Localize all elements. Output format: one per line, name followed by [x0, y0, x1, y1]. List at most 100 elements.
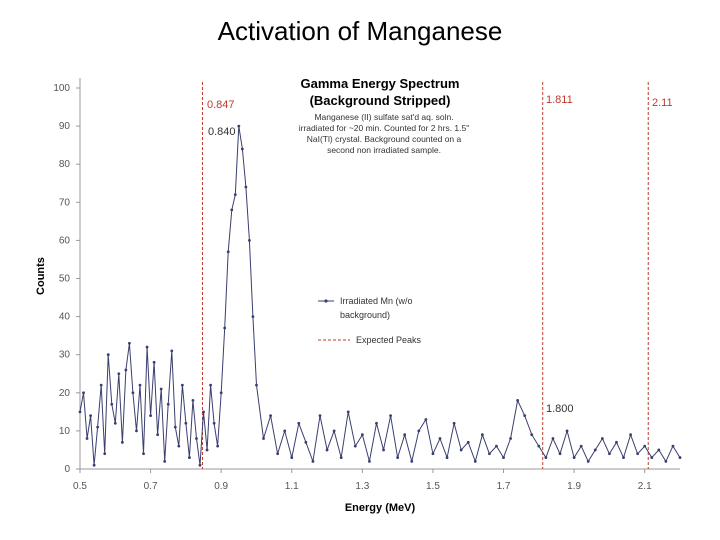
spectrum-point	[346, 410, 350, 414]
spectrum-point	[544, 456, 548, 459]
spectrum-point	[209, 383, 212, 387]
spectrum-point	[375, 421, 378, 425]
chart-axes: 0 10 20 30 40 50 60 70 80 90 100 0.5 0.7 0.9 1.1 1.3 1.5…	[53, 78, 680, 492]
spectrum-point	[318, 414, 322, 418]
spectrum-point	[85, 437, 89, 440]
spectrum-point	[149, 414, 152, 418]
spectrum-point	[212, 421, 216, 425]
spectrum-point	[403, 433, 407, 437]
spectrum-point	[339, 456, 343, 459]
peak-label-211: 2.11	[652, 97, 673, 109]
chart-description-line-2: irradiated for ~20 min. Counted for 2 hr…	[299, 123, 470, 133]
spectrum-point	[304, 440, 308, 444]
spectrum-point	[276, 452, 280, 456]
spectrum-point	[240, 147, 244, 151]
spectrum-point	[99, 383, 103, 387]
spectrum-point	[473, 459, 477, 463]
spectrum-point	[191, 399, 195, 402]
spectrum-point	[523, 414, 527, 418]
spectrum-point	[78, 410, 82, 414]
spectrum-point	[629, 433, 632, 437]
spectrum-point	[128, 341, 131, 345]
y-tick-label: 90	[59, 121, 71, 132]
spectrum-point	[593, 448, 597, 452]
legend-label-series-1: Irradiated Mn (w/o	[340, 296, 413, 306]
peak-label-0847: 0.847	[207, 99, 235, 111]
spectrum-point	[152, 360, 156, 364]
x-tick-label: 0.5	[73, 481, 87, 492]
spectrum-point	[502, 456, 505, 459]
legend-label-series-2: background)	[340, 310, 390, 320]
spectrum-point	[89, 414, 92, 418]
spectrum-point	[495, 444, 498, 448]
x-tick-label: 2.1	[638, 481, 652, 492]
spectrum-point	[445, 456, 449, 459]
spectrum-point	[135, 429, 138, 433]
spectrum-point	[195, 437, 198, 440]
spectrum-point	[163, 459, 167, 463]
spectrum-point	[488, 452, 491, 456]
spectrum-point	[360, 433, 364, 437]
spectrum-point	[608, 452, 611, 456]
spectrum-point	[184, 421, 188, 425]
spectrum-point	[290, 456, 294, 459]
x-tick-label: 1.9	[567, 481, 581, 492]
spectrum-point	[297, 421, 301, 425]
peak-label-0840: 0.840	[208, 126, 236, 138]
spectrum-point	[615, 440, 618, 444]
legend-label-peaks: Expected Peaks	[356, 335, 422, 345]
spectrum-point	[678, 456, 682, 459]
spectrum-point	[424, 418, 428, 421]
x-tick-label: 1.1	[285, 481, 299, 492]
spectrum-point	[636, 452, 640, 456]
spectrum-point	[643, 444, 647, 448]
chart-description-line-4: second non irradiated sample.	[327, 145, 441, 155]
spectrum-point	[509, 437, 512, 440]
spectrum-point	[410, 459, 414, 463]
spectrum-point	[219, 391, 223, 395]
peak-label-1811: 1.811	[546, 94, 573, 106]
spectrum-point	[223, 326, 227, 330]
x-tick-label: 1.3	[355, 481, 369, 492]
spectrum-point	[382, 448, 385, 452]
spectrum-point	[142, 452, 145, 456]
y-tick-label: 60	[59, 235, 71, 246]
spectrum-point	[230, 208, 234, 212]
spectrum-point	[572, 456, 576, 459]
x-tick-label: 1.7	[497, 481, 511, 492]
chart-description-line-3: NaI(Tl) crystal. Background counted on a	[307, 134, 462, 144]
spectrum-point	[248, 239, 251, 242]
y-axis-label: Counts	[35, 257, 47, 295]
spectrum-point	[438, 437, 442, 440]
spectrum-point	[202, 410, 205, 414]
spectrum-point	[198, 463, 202, 467]
y-tick-label: 10	[59, 426, 71, 437]
spectrum-point	[579, 444, 583, 448]
y-tick-label: 100	[53, 83, 70, 94]
spectrum-point	[396, 456, 400, 459]
spectrum-point	[205, 448, 209, 452]
spectrum-point	[124, 368, 128, 372]
spectrum-point	[622, 456, 625, 459]
spectrum-point	[177, 444, 181, 448]
spectrum-point	[159, 387, 163, 391]
spectrum-point	[325, 448, 329, 452]
spectrum-point	[166, 402, 170, 406]
spectrum-point	[145, 345, 149, 349]
spectrum-point	[551, 437, 555, 440]
spectrum-point	[459, 448, 463, 452]
chart-description-line-1: Manganese (II) sulfate sat'd aq. soln.	[314, 112, 453, 122]
y-tick-label: 0	[64, 464, 70, 475]
x-tick-label: 0.9	[214, 481, 228, 492]
spectrum-point	[537, 444, 541, 448]
spectrum-point	[138, 383, 142, 387]
spectrum-point	[251, 315, 255, 318]
spectrum-point	[283, 429, 287, 433]
spectrum-point	[226, 250, 230, 254]
slide-title: Activation of Manganese	[217, 16, 503, 46]
spectrum-point	[452, 421, 456, 425]
spectrum-point	[565, 429, 569, 433]
spectrum-point	[255, 383, 258, 387]
spectrum-point	[671, 444, 675, 448]
